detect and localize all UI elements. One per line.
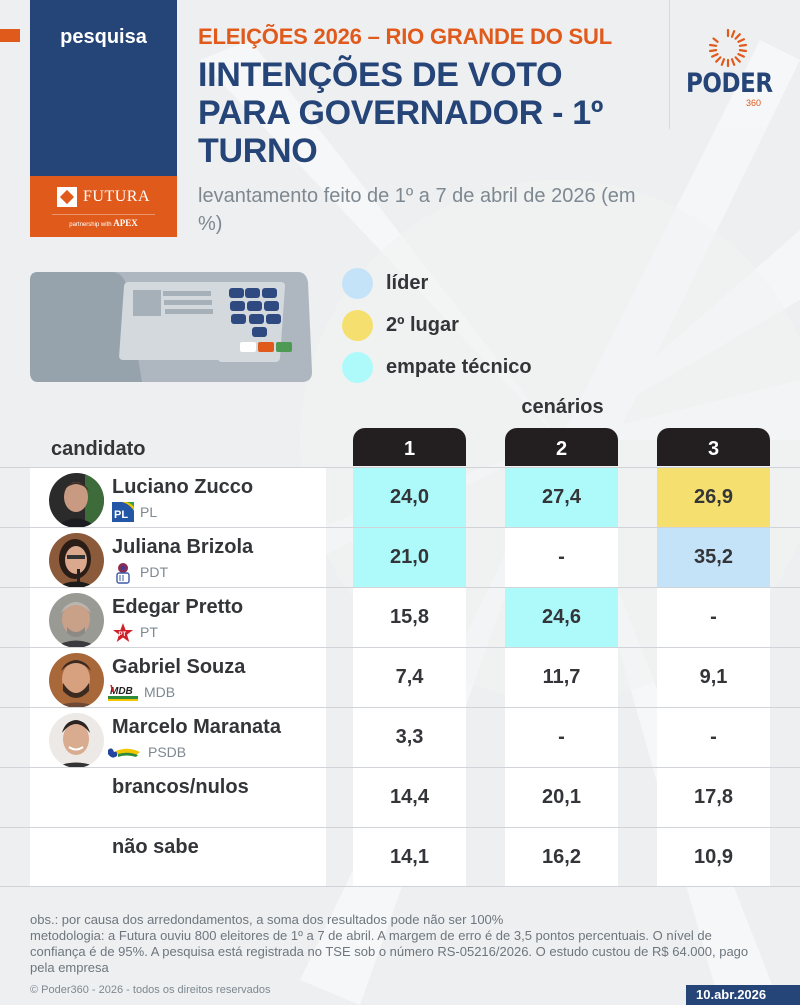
table-row: Edegar Pretto PT PT 15,8 24,6 - [0,587,800,648]
value-cell: - [505,708,618,767]
scenario-header-1: 1 [353,428,466,466]
value-cell: 17,8 [657,768,770,827]
sponsor-block: FUTURA partnership with APEX [30,176,177,237]
value-cell: 24,6 [505,588,618,647]
legend-item-tie: empate técnico [342,346,532,388]
ballot-machine-illustration [30,272,312,382]
legend-item-leader: líder [342,262,532,304]
survey-badge: pesquisa FUTURA partnership with APEX [30,0,177,237]
candidate-column-header: candidato [51,438,146,460]
footnotes: obs.: por causa dos arredondamentos, a s… [30,912,770,976]
value-cell: 14,1 [353,828,466,886]
party: PT PT [112,622,158,642]
avatar [49,713,104,768]
candidate-name: Marcelo Maranata [112,716,281,738]
value-cell: 15,8 [353,588,466,647]
value-cell: 21,0 [353,528,466,587]
value-cell: 16,2 [505,828,618,886]
table-row: Luciano Zucco PL PL 24,0 27,4 26,9 [0,467,800,528]
legend: líder 2º lugar empate técnico [342,262,532,388]
value-cell: 9,1 [657,648,770,707]
avatar [49,653,104,708]
value-cell: - [657,588,770,647]
sponsor-name: FUTURA [82,188,150,205]
table-row: Marcelo Maranata PSDB 3,3 - - [0,707,800,768]
orange-accent-tab [0,29,20,42]
pl-party-logo-icon: PL [112,502,134,522]
svg-text:PT: PT [119,632,127,638]
sun-burst-icon [708,28,748,68]
obs-note: obs.: por causa dos arredondamentos, a s… [30,912,504,927]
value-cell: 14,4 [353,768,466,827]
avatar [49,533,104,588]
page-subtitle: levantamento feito de 1º a 7 de abril de… [198,185,636,235]
methodology-note: metodologia: a Futura ouviu 800 eleitore… [30,928,749,975]
brand-word: PODER [686,68,773,99]
kicker: ELEIÇÕES 2026 – RIO GRANDE DO SUL [198,24,612,49]
candidate-name: Gabriel Souza [112,656,246,678]
svg-text:PL: PL [114,509,128,521]
date-badge: 10.abr.2026 [686,985,800,1005]
results-table: Luciano Zucco PL PL 24,0 27,4 26,9 Julia… [0,467,800,887]
candidate-name: Luciano Zucco [112,476,254,498]
value-cell: 20,1 [505,768,618,827]
badge-label: pesquisa [60,26,147,48]
scenario-header-2: 2 [505,428,618,466]
candidate-name: Juliana Brizola [112,536,254,558]
row-label: não sabe [112,836,199,858]
party: PDT [112,562,168,584]
sponsor-divider [52,214,155,215]
value-cell: 11,7 [505,648,618,707]
value-cell: - [505,528,618,587]
partner-name: APEX [113,218,138,228]
tie-color-swatch [342,351,373,383]
futura-logo-icon [56,187,77,207]
party: MDB MDB [108,682,176,702]
brand-suffix: 360 [746,98,762,108]
value-cell: 26,9 [657,468,770,527]
psdb-party-logo-icon [106,742,142,762]
scenarios-label: cenários [521,396,604,418]
avatar [49,473,104,528]
sponsor-partner: partnership with APEX [69,218,138,228]
svg-text:MDB: MDB [110,686,133,697]
value-cell: 10,9 [657,828,770,886]
pdt-party-logo-icon [112,562,134,584]
avatar [49,593,104,648]
pt-star-logo-icon: PT [112,622,134,642]
legend-item-second: 2º lugar [342,304,532,346]
table-row: brancos/nulos 14,4 20,1 17,8 [0,767,800,827]
poder360-logo: PODER 360 [686,28,786,108]
value-cell: 7,4 [353,648,466,707]
value-cell: - [657,708,770,767]
value-cell: 24,0 [353,468,466,527]
mdb-party-logo-icon: MDB [108,682,138,702]
copyright: © Poder360 - 2026 - todos os direitos re… [30,984,271,996]
value-cell: 35,2 [657,528,770,587]
row-label: brancos/nulos [112,776,249,798]
scenario-header-3: 3 [657,428,770,466]
value-cell: 27,4 [505,468,618,527]
value-cell: 3,3 [353,708,466,767]
leader-color-swatch [342,267,373,299]
table-row: Gabriel Souza MDB MDB 7,4 11,7 9,1 [0,647,800,708]
party: PL PL [112,502,158,522]
second-color-swatch [342,309,373,341]
party: PSDB [106,742,186,762]
page-title: IINTENÇÕES DE VOTO PARA GOVERNADOR - 1º … [198,56,604,170]
candidate-name: Edegar Pretto [112,596,244,618]
table-row: Juliana Brizola PDT 21,0 - 35,2 [0,527,800,588]
table-row: não sabe 14,1 16,2 10,9 [0,827,800,887]
logo-divider [669,0,670,129]
